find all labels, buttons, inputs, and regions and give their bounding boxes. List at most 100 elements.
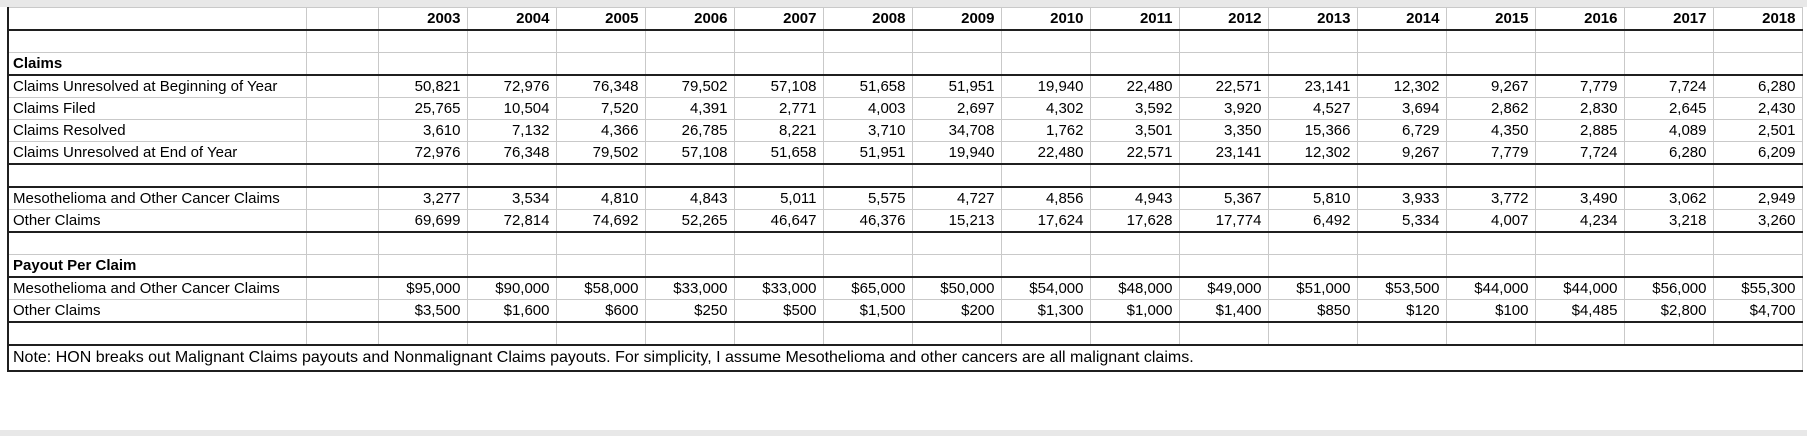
value-cell[interactable]: $58,000 — [555, 276, 646, 300]
spacer-cell[interactable] — [305, 299, 379, 323]
value-cell[interactable]: 76,348 — [555, 74, 646, 98]
value-cell[interactable]: 6,209 — [1712, 141, 1803, 165]
year-header-cell[interactable]: 2013 — [1267, 7, 1358, 31]
blank-cell[interactable] — [555, 231, 646, 255]
blank-cell[interactable] — [1000, 29, 1091, 53]
value-cell[interactable]: 2,862 — [1445, 97, 1536, 120]
note-cell[interactable]: Note: HON breaks out Malignant Claims pa… — [7, 344, 1803, 372]
value-cell[interactable]: 6,729 — [1356, 119, 1447, 142]
spacer-cell[interactable] — [305, 119, 379, 142]
blank-cell[interactable] — [911, 321, 1002, 346]
value-cell[interactable]: $54,000 — [1000, 276, 1091, 300]
value-cell[interactable]: $4,700 — [1712, 299, 1803, 323]
value-cell[interactable]: $200 — [911, 299, 1002, 323]
value-cell[interactable]: 25,765 — [377, 97, 468, 120]
value-cell[interactable]: 19,940 — [911, 141, 1002, 165]
value-cell[interactable]: $1,400 — [1178, 299, 1269, 323]
blank-cell[interactable] — [733, 163, 824, 188]
value-cell[interactable]: 1,762 — [1000, 119, 1091, 142]
blank-cell[interactable] — [7, 163, 307, 188]
value-cell[interactable]: 7,724 — [1534, 141, 1625, 165]
value-cell[interactable]: 72,976 — [466, 74, 557, 98]
spacer-cell[interactable] — [305, 7, 379, 31]
value-cell[interactable]: $53,500 — [1356, 276, 1447, 300]
blank-cell[interactable] — [1445, 163, 1536, 188]
value-cell[interactable]: 2,501 — [1712, 119, 1803, 142]
value-cell[interactable]: 2,885 — [1534, 119, 1625, 142]
year-header-cell[interactable]: 2014 — [1356, 7, 1447, 31]
year-header-cell[interactable]: 2018 — [1712, 7, 1803, 31]
blank-cell[interactable] — [911, 231, 1002, 255]
value-cell[interactable]: 2,830 — [1534, 97, 1625, 120]
value-cell[interactable]: $500 — [733, 299, 824, 323]
value-cell[interactable]: 7,779 — [1534, 74, 1625, 98]
value-cell[interactable]: 3,350 — [1178, 119, 1269, 142]
value-cell[interactable]: 4,366 — [555, 119, 646, 142]
value-cell[interactable]: 4,007 — [1445, 209, 1536, 233]
blank-cell[interactable] — [733, 29, 824, 53]
value-cell[interactable]: $4,485 — [1534, 299, 1625, 323]
value-cell[interactable]: 4,089 — [1623, 119, 1714, 142]
value-cell[interactable]: 2,430 — [1712, 97, 1803, 120]
blank-cell[interactable] — [1000, 52, 1091, 76]
blank-cell[interactable] — [1712, 29, 1803, 53]
value-cell[interactable]: 51,658 — [733, 141, 824, 165]
value-cell[interactable]: $3,500 — [377, 299, 468, 323]
blank-cell[interactable] — [1356, 163, 1447, 188]
blank-cell[interactable] — [1534, 29, 1625, 53]
value-cell[interactable]: 15,213 — [911, 209, 1002, 233]
value-cell[interactable]: 7,520 — [555, 97, 646, 120]
value-cell[interactable]: $65,000 — [822, 276, 913, 300]
value-cell[interactable]: 3,277 — [377, 186, 468, 210]
value-cell[interactable]: $44,000 — [1534, 276, 1625, 300]
blank-cell[interactable] — [1178, 52, 1269, 76]
value-cell[interactable]: 6,280 — [1623, 141, 1714, 165]
blank-cell[interactable] — [466, 163, 557, 188]
value-cell[interactable]: 50,821 — [377, 74, 468, 98]
year-header-cell[interactable]: 2004 — [466, 7, 557, 31]
blank-cell[interactable] — [7, 321, 307, 346]
value-cell[interactable]: 12,302 — [1356, 74, 1447, 98]
blank-cell[interactable] — [1089, 52, 1180, 76]
blank-cell[interactable] — [1445, 29, 1536, 53]
value-cell[interactable]: 46,647 — [733, 209, 824, 233]
blank-cell[interactable] — [822, 163, 913, 188]
blank-cell[interactable] — [1089, 254, 1180, 278]
value-cell[interactable]: 5,367 — [1178, 186, 1269, 210]
blank-cell[interactable] — [466, 254, 557, 278]
blank-cell[interactable] — [733, 254, 824, 278]
value-cell[interactable]: 6,492 — [1267, 209, 1358, 233]
value-cell[interactable]: 17,774 — [1178, 209, 1269, 233]
value-cell[interactable]: 23,141 — [1267, 74, 1358, 98]
blank-cell[interactable] — [822, 321, 913, 346]
value-cell[interactable]: 51,951 — [911, 74, 1002, 98]
year-header-cell[interactable]: 2010 — [1000, 7, 1091, 31]
blank-cell[interactable] — [1178, 163, 1269, 188]
value-cell[interactable]: 3,501 — [1089, 119, 1180, 142]
spacer-cell[interactable] — [305, 321, 379, 346]
value-cell[interactable]: 4,391 — [644, 97, 735, 120]
value-cell[interactable]: $1,500 — [822, 299, 913, 323]
value-cell[interactable]: 52,265 — [644, 209, 735, 233]
blank-cell[interactable] — [555, 29, 646, 53]
blank-cell[interactable] — [1356, 52, 1447, 76]
value-cell[interactable]: 46,376 — [822, 209, 913, 233]
value-cell[interactable]: 4,350 — [1445, 119, 1536, 142]
value-cell[interactable]: $1,300 — [1000, 299, 1091, 323]
section-heading-cell[interactable]: Claims — [7, 52, 307, 76]
year-header-cell[interactable]: 2017 — [1623, 7, 1714, 31]
blank-cell[interactable] — [1712, 231, 1803, 255]
value-cell[interactable]: $120 — [1356, 299, 1447, 323]
value-cell[interactable]: 3,772 — [1445, 186, 1536, 210]
blank-cell[interactable] — [377, 29, 468, 53]
value-cell[interactable]: 7,779 — [1445, 141, 1536, 165]
spacer-cell[interactable] — [305, 231, 379, 255]
row-label-cell[interactable]: Claims Filed — [7, 97, 307, 120]
year-header-cell[interactable]: 2012 — [1178, 7, 1269, 31]
year-header-cell[interactable]: 2008 — [822, 7, 913, 31]
blank-cell[interactable] — [377, 321, 468, 346]
row-label-cell[interactable]: Claims Unresolved at End of Year — [7, 141, 307, 165]
row-label-cell[interactable]: Other Claims — [7, 209, 307, 233]
value-cell[interactable]: 3,933 — [1356, 186, 1447, 210]
value-cell[interactable]: 4,527 — [1267, 97, 1358, 120]
